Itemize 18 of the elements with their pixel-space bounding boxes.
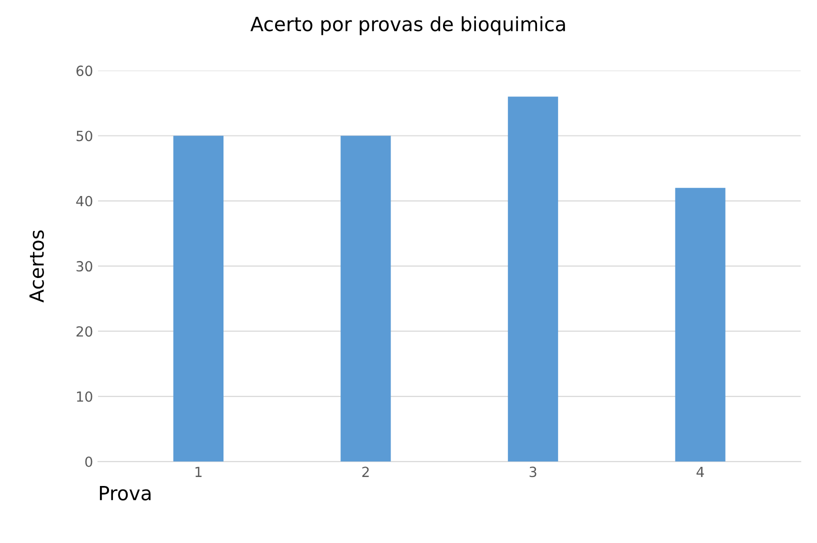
bar [508, 96, 558, 462]
y-tick-label: 60 [76, 66, 92, 76]
y-axis-title: Acertos [30, 230, 44, 303]
y-tick-label: 50 [76, 130, 92, 142]
x-tick-label: 4 [696, 466, 704, 477]
bar [173, 136, 224, 462]
x-tick-label: 3 [530, 466, 536, 478]
y-tick-label: 40 [76, 196, 92, 206]
bar [340, 136, 391, 462]
x-tick-label: 2 [362, 466, 369, 477]
x-tick-label: 1 [196, 466, 202, 477]
y-tick-label: 10 [77, 391, 92, 402]
y-tick-label: 0 [85, 456, 92, 468]
bar [675, 188, 726, 462]
chart-title: Acerto por provas de bioquimica [250, 16, 565, 36]
y-tick-label: 30 [76, 261, 92, 272]
y-tick-label: 20 [76, 326, 92, 337]
x-axis-title: Prova [100, 486, 151, 500]
